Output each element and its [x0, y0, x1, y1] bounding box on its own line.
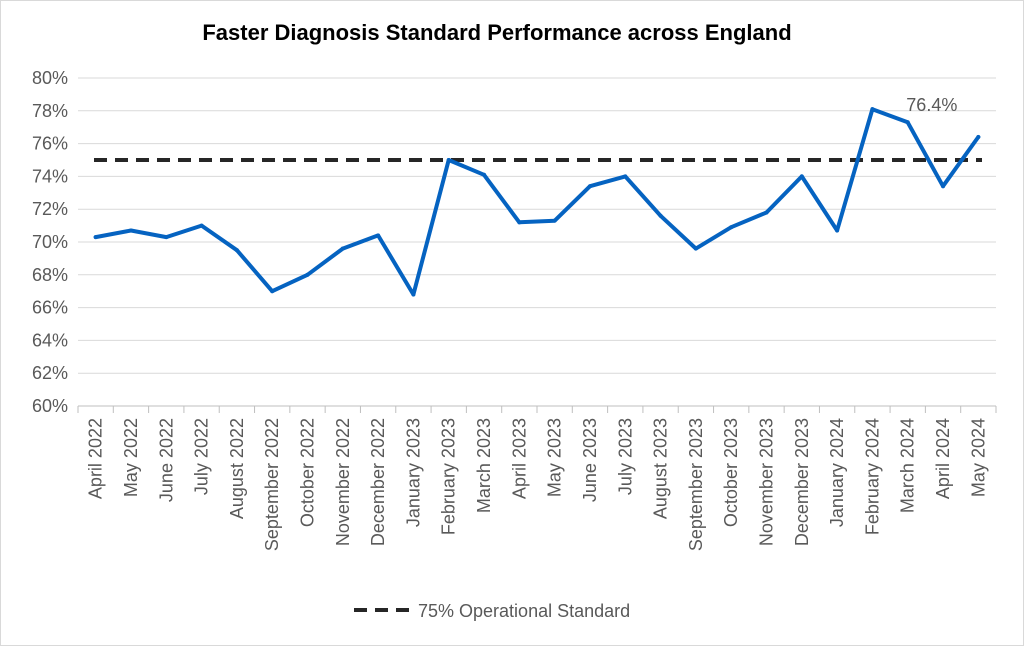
data-point: [764, 210, 769, 215]
x-tick-label: July 2023: [615, 418, 635, 495]
data-point: [693, 246, 698, 251]
data-point: [482, 172, 487, 177]
gridlines: [78, 77, 996, 374]
x-tick-label: April 2022: [86, 418, 106, 499]
data-point: [623, 174, 628, 179]
x-tick-label: June 2022: [156, 418, 176, 502]
x-tick-label: November 2022: [333, 418, 353, 546]
data-point: [587, 184, 592, 189]
chart-title: Faster Diagnosis Standard Performance ac…: [202, 20, 791, 45]
data-point: [234, 248, 239, 253]
x-tick-label: April 2023: [509, 418, 529, 499]
series-group: [93, 107, 981, 297]
x-tick-label: May 2024: [968, 418, 988, 497]
data-point: [552, 218, 557, 223]
x-tick-label: February 2023: [439, 418, 459, 535]
x-tick-label: September 2023: [686, 418, 706, 551]
series-line: [93, 107, 981, 297]
data-point: [376, 233, 381, 238]
x-tick-label: January 2024: [827, 418, 847, 527]
data-point: [658, 213, 663, 218]
data-point: [411, 292, 416, 297]
data-point: [340, 246, 345, 251]
x-tick-label: October 2023: [721, 418, 741, 527]
x-tick-label: May 2023: [545, 418, 565, 497]
x-axis: April 2022 May 2022 June 2022 July 2022 Augu…: [77, 405, 997, 551]
data-point: [270, 289, 275, 294]
y-tick-label: 74%: [32, 166, 68, 186]
x-tick-label: September 2022: [262, 418, 282, 551]
x-tick-label: July 2022: [192, 418, 212, 495]
x-tick-label: October 2022: [298, 418, 318, 527]
data-point: [905, 120, 910, 125]
y-tick-label: 80%: [32, 68, 68, 88]
data-point: [164, 235, 169, 240]
legend: 75% Operational Standard: [354, 601, 630, 621]
x-tick-label: March 2024: [898, 418, 918, 513]
data-point: [305, 272, 310, 277]
x-tick-label: April 2024: [933, 418, 953, 499]
data-point: [870, 107, 875, 112]
y-tick-label: 76%: [32, 134, 68, 154]
data-point: [446, 158, 451, 162]
y-tick-label: 66%: [32, 298, 68, 318]
data-point: [729, 225, 734, 230]
data-point: [93, 235, 98, 240]
y-tick-label: 64%: [32, 330, 68, 350]
legend-label-reference: 75% Operational Standard: [418, 601, 630, 621]
data-point: [517, 220, 522, 225]
data-point: [128, 228, 133, 233]
y-tick-label: 70%: [32, 232, 68, 252]
data-point: [976, 135, 981, 140]
x-tick-label: February 2024: [862, 418, 882, 535]
x-tick-label: August 2023: [651, 418, 671, 519]
y-tick-label: 62%: [32, 363, 68, 383]
x-tick-label: January 2023: [403, 418, 423, 527]
y-tick-label: 72%: [32, 199, 68, 219]
y-tick-label: 60%: [32, 396, 68, 416]
data-label-annotation: 76.4%: [906, 95, 957, 115]
x-tick-label: March 2023: [474, 418, 494, 513]
x-tick-label: June 2023: [580, 418, 600, 502]
x-tick-label: December 2022: [368, 418, 388, 546]
x-tick-label: November 2023: [757, 418, 777, 546]
x-tick-label: December 2023: [792, 418, 812, 546]
data-point: [835, 228, 840, 233]
annotations: 76.4%: [906, 95, 957, 115]
x-tick-label: May 2022: [121, 418, 141, 497]
data-point: [199, 223, 204, 228]
y-tick-label: 78%: [32, 101, 68, 121]
y-tick-label: 68%: [32, 265, 68, 285]
data-point: [799, 174, 804, 179]
data-point: [941, 184, 946, 189]
x-tick-label: August 2022: [227, 418, 247, 519]
y-axis: 60% 62% 64% 66% 68% 70% 72% 74% 76% 78% 80%: [32, 68, 68, 416]
